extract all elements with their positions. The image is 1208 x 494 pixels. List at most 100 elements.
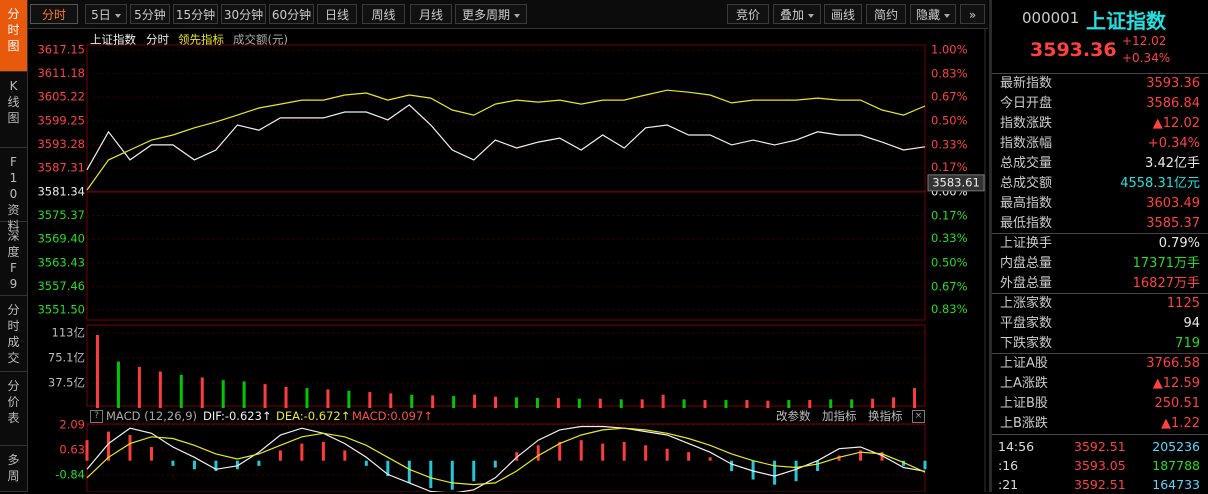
toolbar-button[interactable]: 简约 — [866, 4, 906, 24]
volume-bar — [661, 394, 665, 408]
help-icon[interactable]: ? — [90, 410, 103, 423]
macd-bar — [171, 460, 175, 466]
tick-volume: 164733 — [1152, 477, 1200, 492]
toolbar-button[interactable]: 竞价 — [727, 4, 769, 24]
tick-price: 3592.51 — [1074, 439, 1126, 454]
volume-bar — [179, 374, 183, 408]
volume-bar — [347, 390, 351, 408]
toolbar-button[interactable]: 隐藏 — [910, 4, 956, 24]
toolbar-button[interactable]: 5日 — [85, 4, 127, 24]
tab-label: 分时成交 — [7, 303, 20, 365]
button-label: 更多周期 — [461, 8, 510, 22]
macd-bar — [794, 460, 798, 482]
readout: DIF:-0.623↑ — [203, 409, 272, 423]
indicator-button[interactable]: 加指标 — [822, 409, 857, 423]
info-row: 最高指数 3603.49 — [992, 194, 1208, 214]
info-row: 上证换手 0.79% — [992, 234, 1208, 254]
macd-bar — [429, 460, 433, 489]
info-row: 上涨家数 1125 — [992, 294, 1208, 314]
macd-bar — [472, 460, 476, 482]
volume-bar — [431, 395, 435, 408]
cursor-box — [927, 174, 985, 192]
y-tick-label: -0.84 — [55, 468, 85, 482]
readout: MACD:0.097↑ — [352, 409, 433, 423]
info-row: 上A涨跌 ▲12.59 — [992, 374, 1208, 394]
macd-bar — [601, 443, 605, 461]
volume-bar — [892, 397, 896, 408]
macd-bar — [278, 450, 282, 461]
volume-bar — [871, 398, 875, 408]
panel-frame — [86, 423, 926, 492]
indicator-button[interactable]: 改参数 — [776, 409, 811, 423]
info-row: 最低指数 3585.37 — [992, 214, 1208, 234]
toolbar-button[interactable]: 30分钟 — [221, 4, 266, 24]
y2-tick-label: 0.33% — [931, 231, 968, 245]
info-row: 上B涨跌 ▲1.22 — [992, 414, 1208, 434]
y-tick-label: 75.1亿 — [48, 351, 85, 365]
side-tab[interactable]: 分时成交 — [0, 296, 27, 372]
side-tab[interactable]: F10资料 — [0, 148, 27, 233]
toolbar-button[interactable]: 更多周期 — [455, 4, 527, 24]
indicator-button[interactable]: 换指标 — [868, 409, 903, 423]
volume-bar — [200, 377, 204, 408]
toolbar-button[interactable]: 月线 — [410, 4, 452, 24]
volume-bar — [137, 366, 141, 408]
macd-bar — [235, 460, 239, 470]
volume-bar — [452, 396, 456, 408]
info-value: 0.79% — [1158, 236, 1200, 251]
side-tab[interactable]: 多周 — [0, 446, 27, 492]
toolbar-button[interactable]: 60分钟 — [269, 4, 314, 24]
info-row: 指数涨跌 ▲12.02 — [992, 114, 1208, 134]
toolbar-button[interactable]: 叠加 — [773, 4, 821, 24]
separator — [992, 233, 1208, 234]
side-tab[interactable]: K线图 — [0, 72, 27, 148]
volume-bar — [682, 399, 686, 408]
quote-name: 上证指数 — [1086, 9, 1166, 33]
y-tick-label: 2.09 — [59, 417, 85, 431]
separator — [992, 353, 1208, 354]
y-tick-label: 3587.31 — [37, 161, 85, 175]
y-tick-label: 113亿 — [52, 326, 85, 340]
button-label: 5分钟 — [134, 8, 166, 22]
toolbar-button[interactable]: 15分钟 — [173, 4, 218, 24]
toolbar-button[interactable]: 周线 — [362, 4, 405, 24]
info-row: 上证B股 250.51 — [992, 394, 1208, 414]
macd-header: ? MACD (12,26,9) DIF:-0.623↑ DEA:-0.672↑… — [87, 408, 927, 424]
toolbar-button[interactable]: 5分钟 — [130, 4, 170, 24]
indicator-line — [86, 427, 926, 486]
side-tab[interactable]: 深度F9 — [0, 222, 27, 296]
info-label: 上证B股 — [1000, 396, 1048, 411]
button-label: 隐藏 — [915, 8, 940, 22]
toolbar-button[interactable]: 日线 — [317, 4, 357, 24]
macd-bar — [708, 457, 712, 461]
info-value: 4558.31亿元 — [1120, 176, 1200, 191]
info-value: 719 — [1175, 336, 1200, 351]
series-line — [86, 104, 926, 171]
toolbar: 分时 5日 5分钟 15分钟 30分钟 60分钟 日线 周线 月线 更多周期 竞价 叠加 画线 简约 隐藏 » — [28, 0, 988, 29]
macd-bar — [730, 460, 734, 471]
volume-bar — [598, 398, 602, 408]
macd-bar — [106, 431, 110, 461]
y2-tick-label: 0.67% — [931, 279, 968, 293]
button-label: 日线 — [324, 8, 349, 22]
y-tick-label: 3575.37 — [37, 208, 85, 222]
tick-row: 14:56 3592.51 205236 — [992, 437, 1208, 456]
close-icon[interactable]: × — [912, 410, 925, 423]
side-tab[interactable]: 分时图 — [0, 0, 27, 72]
period-label: 分时 — [146, 33, 169, 47]
toolbar-button[interactable]: 分时 — [30, 4, 78, 24]
info-label: 最低指数 — [1000, 216, 1053, 231]
info-value: 17371万手 — [1132, 256, 1200, 271]
button-label: 15分钟 — [175, 8, 216, 22]
toolbar-button[interactable]: » — [960, 4, 985, 24]
tick-price: 3593.05 — [1074, 458, 1126, 473]
toolbar-button[interactable]: 画线 — [824, 4, 862, 24]
volume-bar — [95, 334, 99, 408]
info-label: 外盘总量 — [1000, 276, 1053, 291]
macd-bar — [536, 445, 540, 461]
info-value: 3766.58 — [1146, 356, 1200, 371]
macd-bar — [85, 440, 89, 461]
side-tab[interactable]: 分价表 — [0, 372, 27, 446]
volume-bar — [494, 396, 498, 408]
